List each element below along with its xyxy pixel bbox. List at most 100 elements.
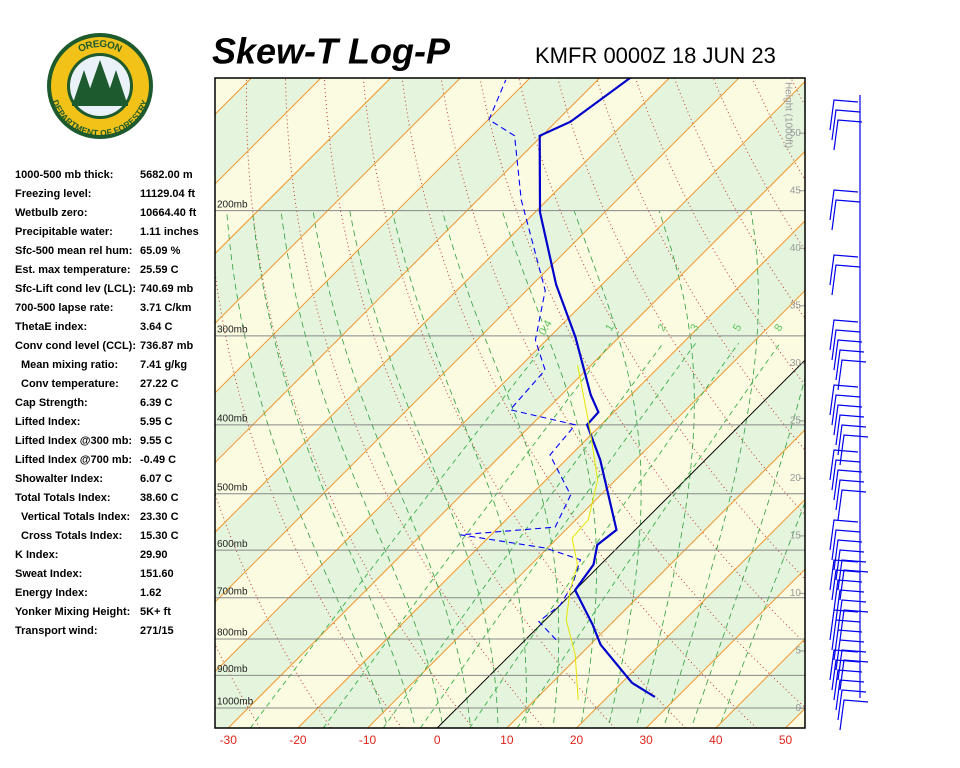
index-label: Showalter Index: <box>15 473 104 485</box>
index-value: 25.59 C <box>140 264 179 276</box>
dry-adiabat <box>864 70 960 728</box>
mixing-ratio-label: 1 <box>603 322 616 333</box>
barb <box>839 609 869 641</box>
x-tick-label: 50 <box>779 733 793 747</box>
isotherm <box>855 78 960 728</box>
isotherm <box>785 707 805 728</box>
isotherm <box>367 289 805 728</box>
index-label: K Index: <box>15 549 59 561</box>
moist-adiabat <box>441 210 560 724</box>
index-label: Conv cond level (CCL): <box>15 340 137 352</box>
dry-adiabat <box>942 70 960 728</box>
plot-background: 0.4 1 2 3 5 8 <box>215 70 960 728</box>
index-value: 740.69 mb <box>140 283 194 295</box>
barb <box>831 569 861 601</box>
barb <box>833 404 863 436</box>
isotherm <box>215 78 740 603</box>
index-value: 151.60 <box>140 568 174 580</box>
barb <box>829 189 859 221</box>
isotherm <box>297 220 805 728</box>
y-tick-label: 300mb <box>217 325 248 336</box>
index-value: 38.60 C <box>140 492 179 504</box>
y2-tick-label: 25 <box>790 415 802 426</box>
x-tick-label: 30 <box>640 733 654 747</box>
moist-adiabat <box>312 210 471 724</box>
dry-adiabat <box>790 78 805 107</box>
index-label: Est. max temperature: <box>15 264 131 276</box>
logo-top: OREGON <box>76 38 123 54</box>
barb <box>833 119 863 151</box>
barb <box>829 449 859 481</box>
y2-tick-label: 30 <box>790 358 802 369</box>
index-value: 29.90 <box>140 549 168 561</box>
index-label: Mean mixing ratio: <box>21 359 119 371</box>
isotherm <box>227 150 805 728</box>
barb <box>833 669 863 701</box>
moist-adiabat <box>720 501 805 724</box>
index-value: 10664.40 ft <box>140 207 197 219</box>
profile-line <box>460 79 582 641</box>
moist-adiabat <box>280 210 443 724</box>
index-value: 65.09 % <box>140 245 181 257</box>
x-tick-label: 20 <box>570 733 584 747</box>
x-tick-label: -30 <box>220 733 238 747</box>
isotherm <box>215 78 391 255</box>
barb <box>829 519 859 551</box>
barb <box>833 339 863 371</box>
barb <box>839 569 869 601</box>
dry-adiabat <box>479 78 805 644</box>
barb <box>831 459 861 491</box>
moist-adiabat <box>573 210 642 724</box>
index-value: 6.07 C <box>140 473 173 485</box>
index-label: Sweat Index: <box>15 568 83 580</box>
index-value: 11129.04 ft <box>140 188 196 200</box>
mixing-ratio-line <box>420 342 697 728</box>
y-tick-label: 1000mb <box>217 697 254 708</box>
profile-line <box>565 365 599 700</box>
y2-tick-label: 0 <box>795 703 801 714</box>
barb <box>835 414 865 446</box>
y2-tick-label: 15 <box>790 531 802 542</box>
wind-barbs <box>829 95 869 731</box>
barb <box>829 384 859 416</box>
index-label: 700-500 lapse rate: <box>15 302 114 314</box>
band <box>215 81 805 728</box>
logo: OREGON DEPARTMENT OF FORESTRY <box>47 33 153 139</box>
y2-tick-label: 45 <box>790 185 802 196</box>
barb <box>835 479 865 511</box>
y-tick-label: 500mb <box>217 482 248 493</box>
x-tick-label: -10 <box>359 733 377 747</box>
y2-tick-label: 20 <box>790 473 802 484</box>
barb <box>835 349 865 381</box>
mixing-ratio-line <box>322 342 611 728</box>
dry-adiabat <box>215 268 403 728</box>
x-tick-label: 10 <box>500 733 514 747</box>
barb <box>829 319 859 351</box>
index-value: 15.30 C <box>140 530 179 542</box>
index-value: 3.64 C <box>140 321 173 333</box>
index-label: Lifted Index: <box>15 416 81 428</box>
index-label: Vertical Totals Index: <box>21 511 131 523</box>
dry-adiabat <box>215 643 261 728</box>
barb <box>835 679 865 711</box>
isotherm <box>215 78 531 394</box>
barb <box>829 99 859 131</box>
mixing-ratio-line <box>382 342 664 728</box>
y-tick-label: 900mb <box>217 664 248 675</box>
index-value: 736.87 mb <box>140 340 194 352</box>
index-label: Cross Totals Index: <box>21 530 123 542</box>
y2-axis-label: Height (1000ft) <box>782 82 793 148</box>
index-value: 23.30 C <box>140 511 179 523</box>
barb <box>831 394 861 426</box>
x-tick-label: 40 <box>709 733 723 747</box>
index-label: Cap Strength: <box>15 397 88 409</box>
moist-adiabat <box>226 210 387 724</box>
index-label: Sfc-Lift cond lev (LCL): <box>15 283 136 295</box>
dry-adiabat <box>284 78 545 728</box>
x-tick-label: 0 <box>434 733 441 747</box>
isotherm <box>645 568 805 728</box>
y2-tick-label: 10 <box>790 588 802 599</box>
mixing-ratio-label: 5 <box>731 322 744 333</box>
